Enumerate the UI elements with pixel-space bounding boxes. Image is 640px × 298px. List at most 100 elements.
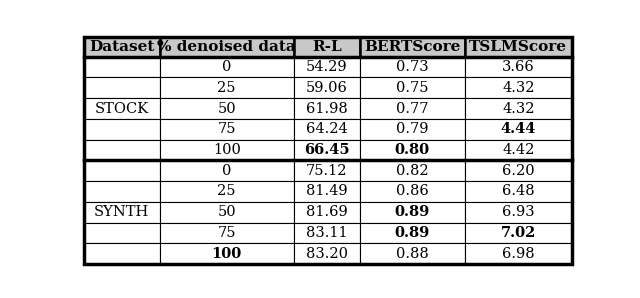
Bar xyxy=(84,160,159,181)
Text: 6.98: 6.98 xyxy=(502,247,534,261)
Text: 75: 75 xyxy=(218,226,236,240)
Bar xyxy=(84,223,159,243)
Bar xyxy=(465,202,572,223)
Text: 6.93: 6.93 xyxy=(502,205,534,219)
Text: 3.66: 3.66 xyxy=(502,60,534,74)
Text: 59.06: 59.06 xyxy=(306,81,348,95)
Text: 0.80: 0.80 xyxy=(395,143,429,157)
Bar xyxy=(360,37,465,57)
Text: 4.42: 4.42 xyxy=(502,143,534,157)
Bar xyxy=(159,37,294,57)
Text: 0: 0 xyxy=(222,60,232,74)
Text: 6.20: 6.20 xyxy=(502,164,534,178)
Bar xyxy=(360,243,465,264)
Bar xyxy=(294,37,360,57)
Bar xyxy=(294,98,360,119)
Text: 0.75: 0.75 xyxy=(396,81,428,95)
Text: 0: 0 xyxy=(222,164,232,178)
Text: STOCK: STOCK xyxy=(95,102,149,116)
Text: 6.48: 6.48 xyxy=(502,184,534,198)
Bar xyxy=(360,223,465,243)
Bar xyxy=(84,37,159,57)
Bar xyxy=(159,119,294,140)
Text: Dataset: Dataset xyxy=(89,40,154,54)
Bar xyxy=(84,243,159,264)
Bar xyxy=(360,119,465,140)
Bar xyxy=(84,77,159,98)
Bar xyxy=(159,181,294,202)
Bar xyxy=(84,57,159,77)
Bar xyxy=(84,98,159,119)
Text: 81.49: 81.49 xyxy=(306,184,348,198)
Bar xyxy=(294,57,360,77)
Text: 61.98: 61.98 xyxy=(306,102,348,116)
Text: 0.88: 0.88 xyxy=(396,247,429,261)
Bar xyxy=(465,98,572,119)
Text: 0.89: 0.89 xyxy=(395,226,430,240)
Text: BERTScore: BERTScore xyxy=(364,40,460,54)
Bar xyxy=(294,160,360,181)
Bar xyxy=(465,243,572,264)
Bar xyxy=(159,77,294,98)
Text: 0.79: 0.79 xyxy=(396,122,428,136)
Bar xyxy=(159,223,294,243)
Text: 66.45: 66.45 xyxy=(304,143,349,157)
Text: 75.12: 75.12 xyxy=(306,164,348,178)
Bar xyxy=(465,140,572,160)
Bar xyxy=(159,140,294,160)
Bar xyxy=(159,160,294,181)
Bar xyxy=(159,57,294,77)
Bar xyxy=(360,202,465,223)
Text: 100: 100 xyxy=(212,143,241,157)
Bar xyxy=(360,98,465,119)
Bar xyxy=(465,119,572,140)
Text: 54.29: 54.29 xyxy=(306,60,348,74)
Text: 50: 50 xyxy=(218,102,236,116)
Bar xyxy=(84,181,159,202)
Bar xyxy=(84,202,159,223)
Text: 25: 25 xyxy=(218,81,236,95)
Bar xyxy=(294,181,360,202)
Text: 0.73: 0.73 xyxy=(396,60,429,74)
Bar xyxy=(360,181,465,202)
Text: 81.69: 81.69 xyxy=(306,205,348,219)
Bar xyxy=(294,119,360,140)
Text: 0.82: 0.82 xyxy=(396,164,429,178)
Text: 0.89: 0.89 xyxy=(395,205,430,219)
Text: 83.11: 83.11 xyxy=(306,226,348,240)
Bar xyxy=(360,77,465,98)
Bar xyxy=(465,223,572,243)
Bar xyxy=(465,181,572,202)
Bar xyxy=(360,160,465,181)
Text: 4.32: 4.32 xyxy=(502,102,534,116)
Text: TSLMScore: TSLMScore xyxy=(469,40,567,54)
Text: 4.32: 4.32 xyxy=(502,81,534,95)
Bar xyxy=(294,140,360,160)
Text: 4.44: 4.44 xyxy=(500,122,536,136)
Bar xyxy=(465,77,572,98)
Bar xyxy=(159,98,294,119)
Text: % denoised data: % denoised data xyxy=(157,40,296,54)
Bar xyxy=(294,243,360,264)
Text: 64.24: 64.24 xyxy=(306,122,348,136)
Bar xyxy=(159,243,294,264)
Text: 0.86: 0.86 xyxy=(396,184,429,198)
Bar xyxy=(159,202,294,223)
Bar xyxy=(294,77,360,98)
Text: 100: 100 xyxy=(212,247,242,261)
Bar xyxy=(360,140,465,160)
Bar xyxy=(360,57,465,77)
Text: 25: 25 xyxy=(218,184,236,198)
Text: 0.77: 0.77 xyxy=(396,102,428,116)
Bar xyxy=(465,57,572,77)
Text: 75: 75 xyxy=(218,122,236,136)
Bar xyxy=(465,160,572,181)
Bar xyxy=(84,140,159,160)
Bar xyxy=(294,202,360,223)
Bar xyxy=(294,223,360,243)
Text: SYNTH: SYNTH xyxy=(94,205,149,219)
Text: R-L: R-L xyxy=(312,40,342,54)
Text: 83.20: 83.20 xyxy=(306,247,348,261)
Text: 7.02: 7.02 xyxy=(500,226,536,240)
Bar xyxy=(84,119,159,140)
